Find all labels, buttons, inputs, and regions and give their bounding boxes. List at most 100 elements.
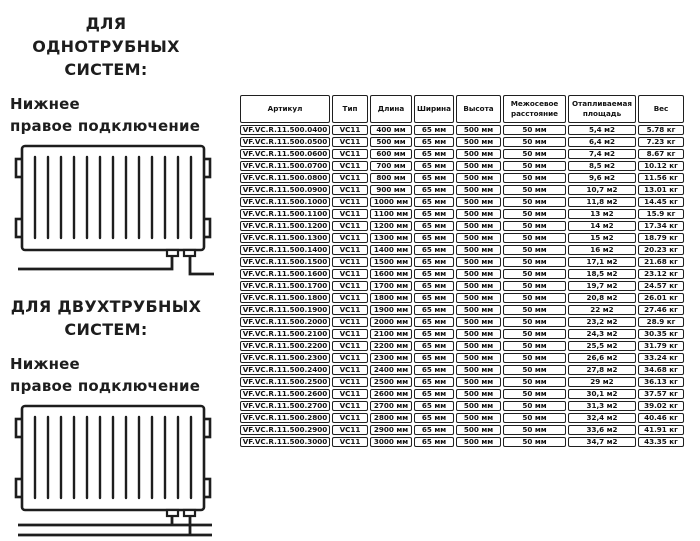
table-cell: 13.01 кг — [638, 185, 684, 195]
table-cell: VF.VC.R.11.500.2000 — [240, 317, 330, 327]
table-cell: 34.68 кг — [638, 365, 684, 375]
table-cell: VF.VC.R.11.500.1000 — [240, 197, 330, 207]
table-cell: 65 мм — [414, 185, 454, 195]
table-cell: 1300 мм — [370, 233, 412, 243]
table-cell: 9,6 м2 — [568, 173, 636, 183]
table-row: VF.VC.R.11.500.1900 VC11 1900 мм 65 мм 500 м… — [240, 305, 684, 315]
table-cell: 500 мм — [456, 245, 501, 255]
table-cell: 50 мм — [503, 341, 566, 351]
table-cell: VF.VC.R.11.500.1100 — [240, 209, 330, 219]
table-cell: 65 мм — [414, 401, 454, 411]
table-cell: 39.02 кг — [638, 401, 684, 411]
pipe-single — [18, 256, 214, 276]
table-cell: 50 мм — [503, 293, 566, 303]
table-row: VF.VC.R.11.500.1300 VC11 1300 мм 65 мм 500 м… — [240, 233, 684, 243]
table-cell: VF.VC.R.11.500.1600 — [240, 269, 330, 279]
table-cell: 65 мм — [414, 281, 454, 291]
table-row: VF.VC.R.11.500.0600 VC11 600 мм 65 мм 500 мм… — [240, 149, 684, 159]
table-cell: 65 мм — [414, 221, 454, 231]
table-row: VF.VC.R.11.500.0500 VC11 500 мм 65 мм 500 мм… — [240, 137, 684, 147]
table-cell: 24,3 м2 — [568, 329, 636, 339]
table-cell: 600 мм — [370, 149, 412, 159]
table-cell: 50 мм — [503, 353, 566, 363]
table-cell: VF.VC.R.11.500.2600 — [240, 389, 330, 399]
table-cell: 1000 мм — [370, 197, 412, 207]
radiator-diagram-single-pipe-icon — [14, 144, 214, 276]
table-cell: 65 мм — [414, 209, 454, 219]
table-cell: 50 мм — [503, 269, 566, 279]
table-cell: 20.23 кг — [638, 245, 684, 255]
table-cell: 500 мм — [456, 437, 501, 447]
table-cell: VC11 — [332, 209, 368, 219]
table-cell: VC11 — [332, 233, 368, 243]
table-cell: 500 мм — [456, 197, 501, 207]
column-header: Вес — [638, 95, 684, 123]
table-cell: 29 м2 — [568, 377, 636, 387]
table-row: VF.VC.R.11.500.2600 VC11 2600 мм 65 мм 500 м… — [240, 389, 684, 399]
table-cell: VC11 — [332, 197, 368, 207]
table-cell: 500 мм — [456, 269, 501, 279]
table-cell: 65 мм — [414, 437, 454, 447]
table-cell: 50 мм — [503, 401, 566, 411]
table-row: VF.VC.R.11.500.2800 VC11 2800 мм 65 мм 500 м… — [240, 413, 684, 423]
table-cell: 50 мм — [503, 413, 566, 423]
table-cell: 65 мм — [414, 329, 454, 339]
column-header: Длина — [370, 95, 412, 123]
table-cell: 65 мм — [414, 425, 454, 435]
table-cell: 65 мм — [414, 197, 454, 207]
table-cell: 500 мм — [456, 389, 501, 399]
table-cell: 31.79 кг — [638, 341, 684, 351]
table-cell: 50 мм — [503, 245, 566, 255]
table-cell: VF.VC.R.11.500.2100 — [240, 329, 330, 339]
connection-subtitle: Нижнее правое подключение — [10, 93, 216, 137]
table-cell: 500 мм — [370, 137, 412, 147]
table-cell: 65 мм — [414, 293, 454, 303]
connection-stub-left — [165, 248, 180, 258]
table-row: VF.VC.R.11.500.1400 VC11 1400 мм 65 мм 500 м… — [240, 245, 684, 255]
table-cell: 8.67 кг — [638, 149, 684, 159]
table-cell: 50 мм — [503, 221, 566, 231]
table-cell: VC11 — [332, 377, 368, 387]
table-cell: 43.35 кг — [638, 437, 684, 447]
table-cell: 10,7 м2 — [568, 185, 636, 195]
table-row: VF.VC.R.11.500.1500 VC11 1500 мм 65 мм 500 м… — [240, 257, 684, 267]
left-column: ДЛЯ ОДНОТРУБНЫХ СИСТЕМ: Нижнее правое по… — [10, 12, 216, 541]
table-cell: 500 мм — [456, 425, 501, 435]
table-cell: VF.VC.R.11.500.1800 — [240, 293, 330, 303]
table-cell: VF.VC.R.11.500.0400 — [240, 125, 330, 135]
column-header: Тип — [332, 95, 368, 123]
table-cell: VC11 — [332, 329, 368, 339]
table-row: VF.VC.R.11.500.2700 VC11 2700 мм 65 мм 500 м… — [240, 401, 684, 411]
table-cell: 900 мм — [370, 185, 412, 195]
table-row: VF.VC.R.11.500.0700 VC11 700 мм 65 мм 500 мм… — [240, 161, 684, 171]
table-cell: VC11 — [332, 221, 368, 231]
spec-table-container: Артикул Тип Длина Ширина Высота Межосевое рас… — [238, 93, 686, 449]
table-cell: VC11 — [332, 305, 368, 315]
table-row: VF.VC.R.11.500.1600 VC11 1600 мм 65 мм 500 м… — [240, 269, 684, 279]
table-cell: 50 мм — [503, 329, 566, 339]
table-cell: 65 мм — [414, 125, 454, 135]
table-cell: 20,8 м2 — [568, 293, 636, 303]
table-cell: 10.12 кг — [638, 161, 684, 171]
table-cell: VC11 — [332, 269, 368, 279]
table-cell: 500 мм — [456, 173, 501, 183]
table-cell: VF.VC.R.11.500.1900 — [240, 305, 330, 315]
section-title-two-pipe: ДЛЯ ДВУХТРУБНЫХ СИСТЕМ: — [10, 295, 202, 341]
table-cell: 18,5 м2 — [568, 269, 636, 279]
table-cell: 2000 мм — [370, 317, 412, 327]
table-cell: 50 мм — [503, 437, 566, 447]
table-cell: 11,8 м2 — [568, 197, 636, 207]
table-cell: 5.78 кг — [638, 125, 684, 135]
table-cell: 2400 мм — [370, 365, 412, 375]
table-cell: 500 мм — [456, 185, 501, 195]
connection-subtitle-line: правое подключение — [10, 117, 201, 135]
radiator-spec-table: Артикул Тип Длина Ширина Высота Межосевое рас… — [238, 93, 686, 449]
table-cell: 7,4 м2 — [568, 149, 636, 159]
table-cell: 2500 мм — [370, 377, 412, 387]
radiator-diagram-two-pipe-icon — [14, 404, 212, 537]
table-cell: 500 мм — [456, 257, 501, 267]
table-row: VF.VC.R.11.500.3000 VC11 3000 мм 65 мм 500 м… — [240, 437, 684, 447]
table-cell: 500 мм — [456, 365, 501, 375]
table-cell: 50 мм — [503, 377, 566, 387]
table-cell: 2600 мм — [370, 389, 412, 399]
